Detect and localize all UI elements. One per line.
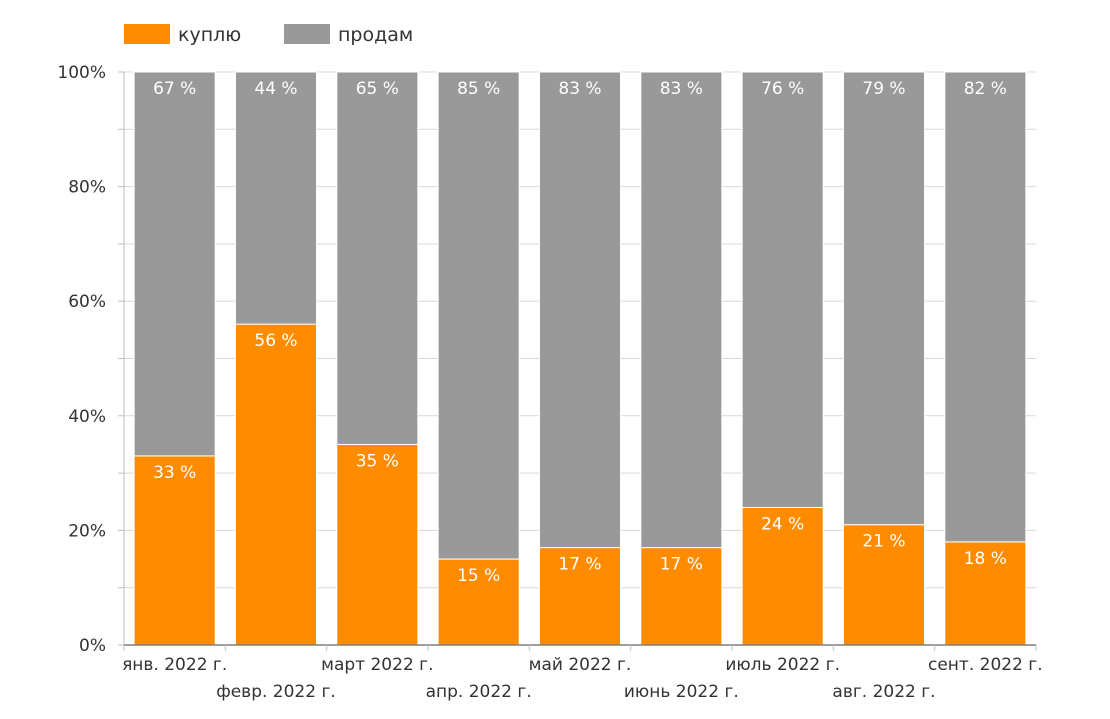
- x-tick-label: май 2022 г.: [529, 655, 632, 675]
- data-label-buy: 24 %: [761, 514, 804, 534]
- x-axis: янв. 2022 г. февр. 2022 г. март 2022 г. апр…: [122, 644, 1043, 702]
- y-tick-label: 20%: [68, 521, 106, 541]
- legend-label-buy: куплю: [178, 24, 241, 46]
- data-label-sell: 85 %: [457, 79, 500, 99]
- legend-label-sell: продам: [338, 24, 413, 46]
- y-tick-label: 0%: [79, 636, 106, 656]
- data-label-sell: 76 %: [761, 79, 804, 99]
- data-label-buy: 21 %: [862, 532, 905, 552]
- x-tick-label: сент. 2022 г.: [928, 655, 1043, 675]
- data-label-buy: 17 %: [558, 555, 601, 575]
- bar-sell: [842, 71, 926, 526]
- x-tick-label: авг. 2022 г.: [832, 682, 935, 702]
- x-tick-label: февр. 2022 г.: [216, 682, 336, 702]
- y-tick-label: 80%: [68, 178, 106, 198]
- y-tick-label: 60%: [68, 292, 106, 312]
- y-axis: 0% 20% 40% 60% 80% 100%: [57, 63, 125, 656]
- data-label-buy: 18 %: [964, 549, 1007, 569]
- y-tick-label: 100%: [57, 63, 106, 83]
- x-tick-label: апр. 2022 г.: [426, 682, 532, 702]
- bar-sell: [640, 71, 723, 549]
- bar-sell: [234, 71, 318, 325]
- bar-sell: [437, 71, 520, 560]
- data-label-sell: 44 %: [254, 79, 297, 99]
- bars: 33 % 67 % 56 % 44 % 35 % 65 % 15 % 85 % 17 % 83 %…: [133, 71, 1027, 646]
- bar-buy: [336, 443, 419, 646]
- data-label-sell: 65 %: [356, 79, 399, 99]
- x-tick-label: март 2022 г.: [321, 655, 433, 675]
- bar-buy: [741, 506, 824, 646]
- legend: куплю продам: [124, 24, 413, 46]
- data-label-buy: 33 %: [153, 463, 196, 483]
- data-label-sell: 79 %: [862, 79, 905, 99]
- bar-sell: [944, 71, 1027, 543]
- bar-sell: [538, 71, 622, 549]
- data-label-sell: 83 %: [558, 79, 601, 99]
- data-label-buy: 17 %: [660, 555, 703, 575]
- x-tick-label: июль 2022 г.: [725, 655, 840, 675]
- data-label-sell: 83 %: [660, 79, 703, 99]
- bar-sell: [741, 71, 824, 508]
- bar-sell: [336, 71, 419, 445]
- x-tick-label: июнь 2022 г.: [624, 682, 739, 702]
- data-label-buy: 15 %: [457, 566, 500, 586]
- bar-buy: [538, 547, 622, 646]
- data-label-sell: 67 %: [153, 79, 196, 99]
- data-label-buy: 35 %: [356, 451, 399, 471]
- data-label-sell: 82 %: [964, 79, 1007, 99]
- bar-buy: [234, 323, 318, 646]
- x-tick-label: янв. 2022 г.: [122, 655, 227, 675]
- bar-sell: [133, 71, 216, 457]
- legend-swatch-sell: [284, 24, 330, 44]
- bar-buy: [842, 524, 926, 646]
- data-label-buy: 56 %: [254, 331, 297, 351]
- bar-buy: [133, 455, 216, 646]
- legend-swatch-buy: [124, 24, 170, 44]
- bar-buy: [944, 541, 1027, 646]
- y-tick-label: 40%: [68, 407, 106, 427]
